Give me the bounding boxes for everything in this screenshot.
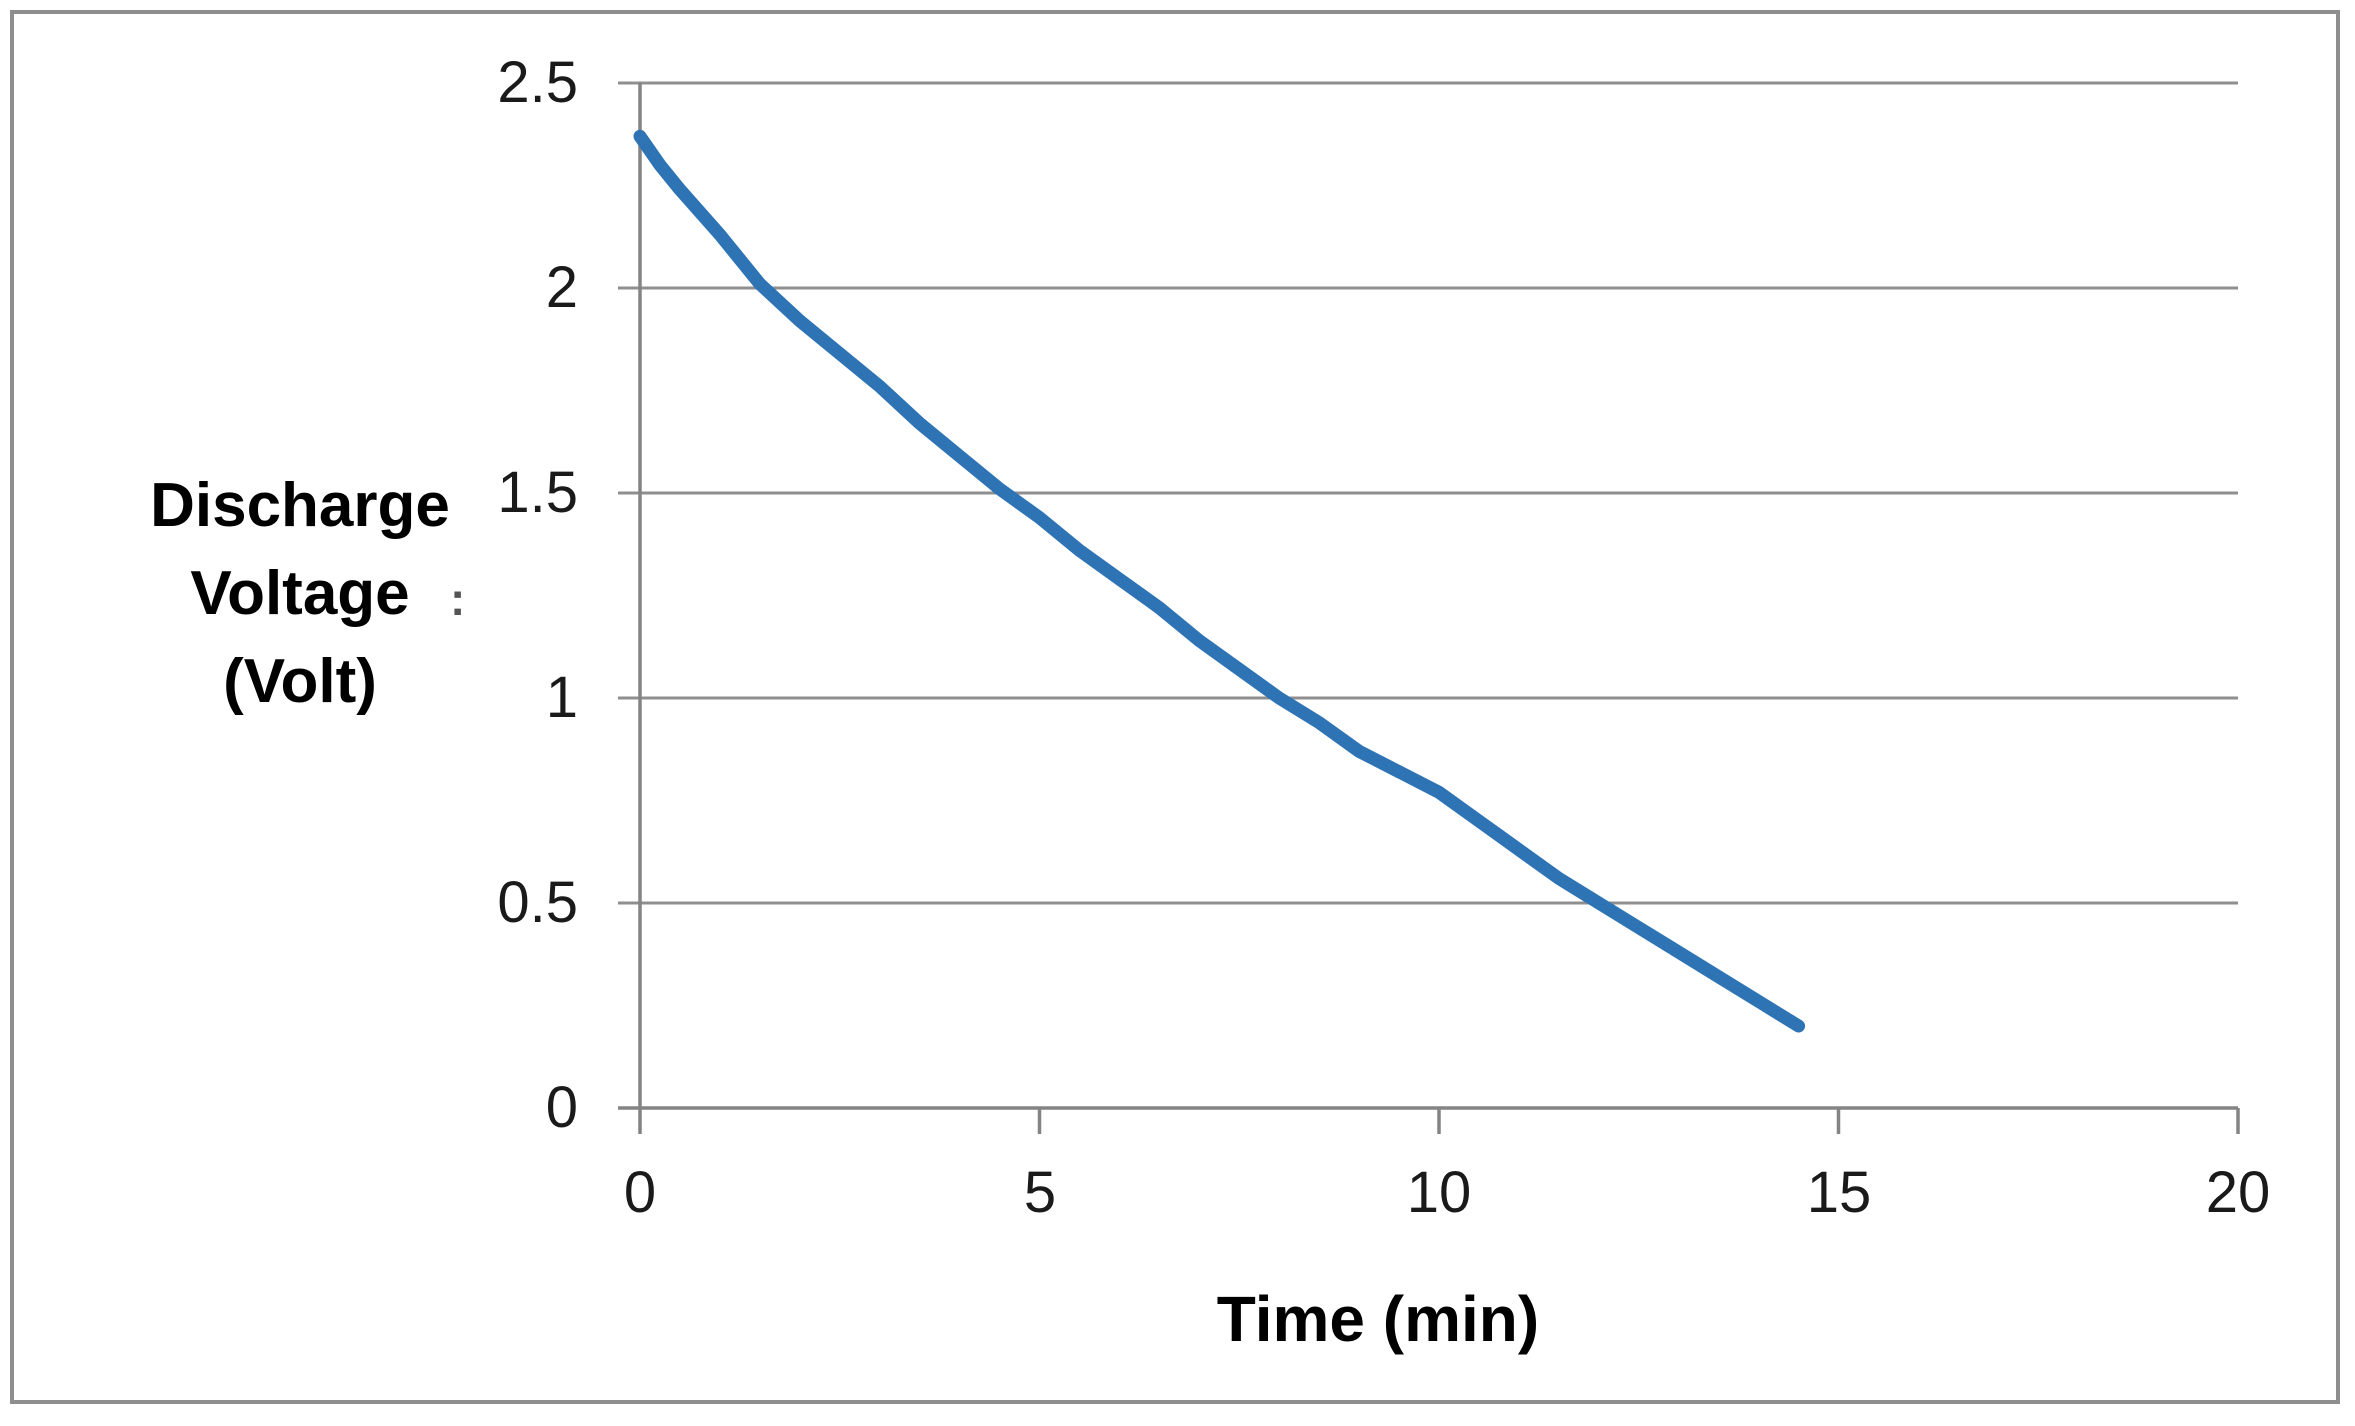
x-tick-label: 20: [2205, 1160, 2271, 1225]
x-tick-label: 0: [623, 1160, 657, 1225]
x-axis-title: Time (min): [1216, 1283, 1540, 1355]
y-tick-label: 2: [545, 255, 578, 320]
x-tick-label: 10: [1406, 1160, 1472, 1225]
stray-colon-artifact: :: [450, 573, 466, 625]
y-tick-label: 1.5: [497, 460, 578, 525]
y-axis-title-line: Voltage: [190, 559, 410, 628]
y-axis-title: Discharge Voltage (Volt): [110, 462, 490, 726]
y-tick-label: 0: [545, 1075, 578, 1140]
x-tick-label: 5: [1023, 1160, 1057, 1225]
y-tick-label: 1: [545, 665, 578, 730]
y-axis-title-line: (Volt): [223, 647, 377, 716]
y-tick-label: 2.5: [497, 50, 578, 115]
x-tick-label: 15: [1806, 1160, 1872, 1225]
y-tick-label: 0.5: [497, 870, 578, 935]
y-axis-title-line: Discharge: [150, 471, 450, 540]
